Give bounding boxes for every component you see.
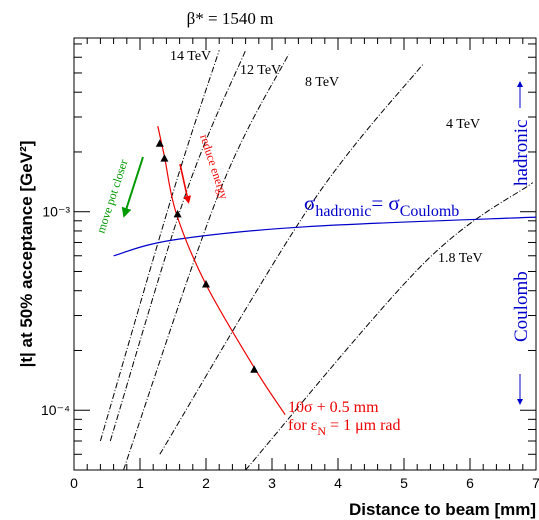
axis-ticks	[73, 38, 537, 471]
marker-point	[173, 209, 182, 218]
x-tick-label: 0	[70, 475, 78, 491]
x-tick-label: 3	[268, 475, 276, 491]
y-tick-label: 10⁻³	[42, 204, 70, 220]
equality-curve	[113, 216, 536, 257]
energy-label-1-8tev: 1.8 TeV	[438, 251, 483, 266]
reduce-energy-arrow	[179, 163, 192, 204]
equality-label-sub1: hadronic	[315, 203, 371, 220]
energy-curve	[109, 50, 247, 442]
x-tick-label: 5	[400, 475, 408, 491]
x-tick-label: 6	[466, 475, 474, 491]
marker-point	[250, 365, 259, 373]
move-pot-label: move pot closer	[94, 158, 131, 235]
coulomb-label: Coulomb	[511, 271, 532, 342]
equality-label-eq: = σ	[371, 191, 399, 215]
energy-curve	[245, 182, 533, 470]
marker-point	[160, 154, 169, 162]
hadronic-label: hadronic	[511, 120, 532, 186]
chart-title: β* = 1540 m	[187, 9, 274, 28]
marker-point	[202, 279, 210, 288]
plot-frame	[73, 37, 537, 471]
energy-label-14tev: 14 TeV	[170, 49, 211, 64]
equality-label-sigma1: σ	[304, 191, 315, 215]
marker-point	[155, 139, 164, 147]
x-axis-label: Distance to beam [mm]	[349, 500, 536, 519]
acceptance-label-sub: N	[317, 424, 326, 438]
acceptance-markers	[155, 139, 259, 373]
acceptance-label-suffix: = 1 μm rad	[326, 417, 400, 434]
y-axis-label: |t| at 50% acceptance [GeV²]	[17, 141, 36, 368]
energy-label-4tev: 4 TeV	[446, 117, 480, 132]
reduce-energy-label: reduce energy	[197, 133, 231, 201]
energy-curve	[99, 50, 220, 442]
move-pot-arrow	[121, 156, 144, 218]
energy-curve	[159, 62, 425, 455]
energy-label-12tev: 12 TeV	[240, 63, 281, 78]
equality-label: σhadronic= σCoulomb	[304, 191, 459, 220]
acceptance-label-line1: 10σ + 0.5 mm	[288, 399, 379, 416]
energy-label-8tev: 8 TeV	[305, 75, 339, 90]
equality-label-sub2: Coulomb	[400, 203, 460, 220]
x-tick-label: 2	[202, 475, 210, 491]
x-tick-label: 1	[136, 475, 144, 491]
x-tick-label: 4	[334, 475, 342, 491]
energy-curves	[99, 50, 533, 470]
y-tick-labels: 10⁻⁴ 10⁻³	[41, 204, 70, 419]
acceptance-label-prefix: for ε	[288, 417, 318, 434]
energy-curve	[123, 54, 289, 470]
x-tick-labels: 0 1 2 3 4 5 6 7	[70, 475, 539, 491]
y-tick-label: 10⁻⁴	[41, 402, 70, 418]
x-tick-label: 7	[532, 475, 539, 491]
acceptance-label-line2: for εN = 1 μm rad	[288, 417, 401, 438]
